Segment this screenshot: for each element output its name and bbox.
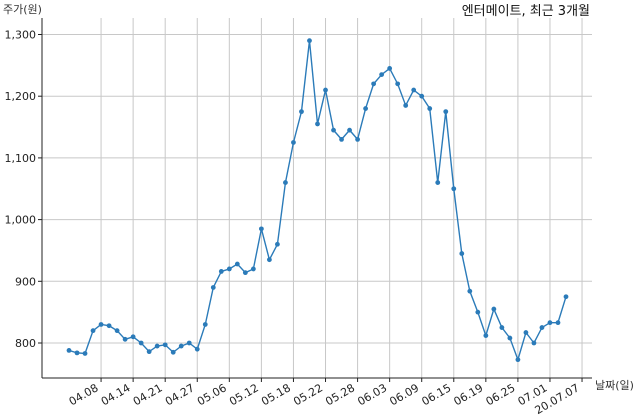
data-point: [387, 66, 393, 71]
data-point: [122, 336, 128, 342]
series: [66, 38, 569, 363]
data-point: [226, 266, 232, 272]
data-point: [435, 180, 441, 185]
data-point: [130, 334, 136, 340]
data-point: [283, 180, 288, 185]
x-tick-label: 06.19: [452, 381, 486, 408]
data-point: [467, 288, 473, 294]
data-point: [267, 257, 272, 263]
data-point: [291, 140, 296, 145]
data-point: [242, 270, 248, 276]
data-point: [170, 349, 176, 355]
data-point: [114, 328, 120, 334]
x-tick-label: 05.12: [227, 381, 261, 408]
data-point: [210, 285, 216, 290]
grid: [42, 18, 592, 378]
axes: [41, 18, 592, 379]
series-line: [68, 40, 567, 362]
data-point: [218, 269, 224, 274]
data-point: [234, 261, 240, 267]
x-tick-label: 04.14: [99, 381, 133, 408]
data-point: [202, 322, 208, 327]
y-tick-label: 1,000: [5, 214, 37, 227]
data-point: [355, 136, 360, 142]
data-point: [459, 251, 465, 256]
data-point: [339, 136, 344, 142]
data-point: [66, 348, 72, 353]
data-point: [162, 342, 168, 348]
y-tick-label: 1,100: [5, 152, 37, 165]
data-point: [98, 322, 104, 327]
x-tick-label: 05.18: [259, 381, 293, 408]
data-point: [250, 266, 256, 272]
data-point: [515, 357, 521, 363]
y-axis-label: 주가(원): [3, 3, 42, 16]
data-point: [106, 323, 112, 329]
data-point: [403, 103, 409, 108]
y-tick-label: 1,200: [5, 90, 37, 103]
data-point: [331, 127, 336, 133]
data-point: [531, 340, 537, 346]
data-point: [194, 346, 200, 352]
chart-title: 엔터메이트, 최근 3개월: [462, 4, 590, 19]
data-point: [371, 81, 377, 87]
data-point: [507, 335, 513, 341]
data-point: [539, 325, 545, 330]
data-point: [499, 325, 505, 330]
data-point: [555, 320, 561, 326]
x-tick-label: 05.28: [323, 381, 357, 408]
data-point: [547, 320, 553, 326]
data-point: [74, 350, 80, 356]
data-point: [419, 93, 425, 99]
data-point: [258, 226, 264, 232]
x-tick-label: 05.06: [195, 381, 229, 408]
x-tick-label: 04.27: [163, 381, 197, 408]
data-point: [563, 294, 569, 300]
data-point: [379, 72, 385, 78]
data-point: [475, 309, 481, 315]
data-point: [323, 87, 328, 93]
data-point: [154, 343, 160, 349]
data-point: [82, 351, 88, 356]
data-point: [491, 306, 497, 312]
data-point: [146, 349, 152, 355]
x-axis-label: 날짜(일): [595, 378, 634, 392]
data-point: [138, 340, 144, 346]
data-point: [275, 241, 280, 247]
data-point: [523, 330, 529, 335]
data-point: [427, 106, 433, 111]
data-point: [443, 109, 449, 115]
data-point: [299, 109, 304, 115]
x-tick-label: 06.25: [484, 381, 518, 408]
data-point: [411, 87, 417, 93]
x-tick-label: 04.21: [131, 381, 165, 408]
data-point: [186, 340, 192, 346]
y-tick-labels: 800 900 1,000 1,100 1,200 1,300: [5, 29, 42, 350]
x-tick-label: 06.03: [355, 381, 389, 408]
data-point: [395, 81, 401, 87]
data-point: [363, 106, 368, 111]
x-tick-label: 05.22: [291, 381, 325, 408]
x-tick-label: 06.09: [387, 381, 421, 408]
data-point: [451, 186, 457, 192]
x-tick-label: 06.15: [419, 381, 453, 408]
y-tick-label: 800: [15, 337, 36, 350]
data-point: [315, 121, 320, 127]
data-point: [90, 328, 96, 334]
data-point: [483, 333, 489, 338]
y-tick-label: 900: [15, 275, 36, 288]
y-tick-label: 1,300: [5, 29, 37, 42]
data-point: [307, 38, 312, 44]
data-point: [347, 127, 352, 133]
data-point: [178, 343, 184, 349]
x-tick-label: 04.08: [67, 381, 101, 408]
x-tick-labels: 04.0804.1404.2104.2705.0605.1205.1805.22…: [67, 378, 583, 417]
